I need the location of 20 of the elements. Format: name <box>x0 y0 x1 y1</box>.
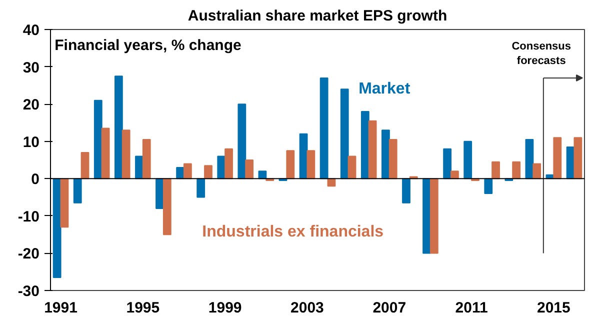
y-tick-label: 0 <box>31 171 40 188</box>
x-tick-label: 2007 <box>372 300 406 316</box>
x-tick-label: 2011 <box>455 300 488 316</box>
x-tick-label: 1995 <box>126 300 160 316</box>
chart-title: Australian share market EPS growth <box>188 8 448 24</box>
x-tick-label: 2003 <box>290 300 324 316</box>
annotation: Financial years, % change <box>54 36 242 54</box>
x-tick-label: 1999 <box>208 300 242 316</box>
y-tick-label: 40 <box>22 22 40 39</box>
annotation: Consensus forecasts <box>512 40 572 68</box>
y-tick-label: 10 <box>22 134 40 151</box>
y-tick-label: 20 <box>22 96 40 114</box>
x-tick-label: 2015 <box>537 300 570 316</box>
y-tick-label: -10 <box>18 208 40 226</box>
x-tick-label: 1991 <box>44 300 78 316</box>
y-tick-label: -30 <box>18 283 40 300</box>
series-label: Industrials ex financials <box>202 223 384 240</box>
y-tick-label: 30 <box>22 59 40 76</box>
series-label: Market <box>358 80 411 98</box>
y-tick-label: -20 <box>18 246 40 263</box>
